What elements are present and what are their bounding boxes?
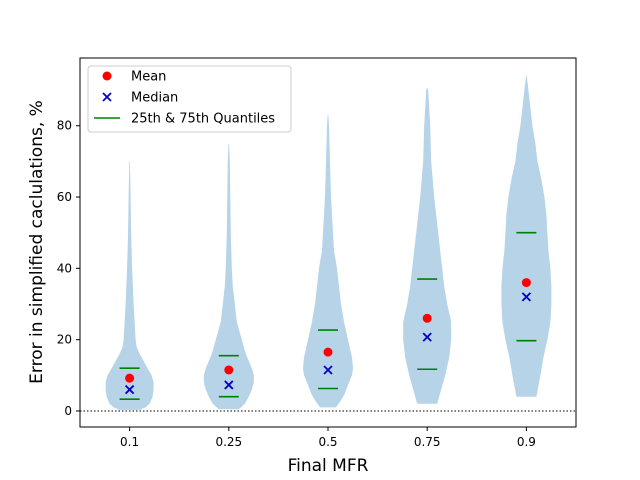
median-stroke — [422, 332, 432, 342]
legend: Mean Median 25th & 75th Quantiles — [87, 65, 292, 133]
quantiles-layer — [119, 231, 537, 400]
median-stroke — [323, 365, 333, 375]
violins-layer — [105, 75, 552, 410]
x-tick-label: 0.1 — [120, 435, 139, 449]
mean-marker-0.5 — [323, 347, 333, 357]
median-marker-0.9 — [521, 292, 532, 302]
median-marker-0.1 — [124, 384, 135, 395]
legend-mean-marker — [102, 71, 112, 81]
markers-layer — [124, 278, 532, 395]
y-tick-label: 40 — [57, 261, 72, 275]
x-axis-label: Final MFR — [288, 456, 369, 476]
median-marker-0.5 — [323, 365, 333, 375]
x-tick-label: 0.9 — [517, 435, 536, 449]
mean-marker-0.9 — [521, 278, 531, 288]
legend-median-stroke — [102, 92, 112, 102]
legend-label: 25th & 75th Quantiles — [131, 112, 275, 127]
legend-box — [87, 65, 292, 133]
median-stroke — [521, 292, 532, 302]
x-tick-label: 0.25 — [215, 435, 242, 449]
y-tick-label: 80 — [57, 119, 72, 133]
legend-label: Median — [131, 91, 178, 106]
median-stroke — [124, 384, 135, 395]
legend-median-marker — [102, 92, 112, 102]
x-tick-label: 0.5 — [318, 435, 337, 449]
violin-0.9 — [501, 75, 552, 397]
y-tick-label: 60 — [57, 190, 72, 204]
median-marker-0.25 — [224, 380, 234, 390]
median-marker-0.75 — [422, 332, 432, 342]
y-tick-label: 0 — [64, 404, 72, 418]
y-axis-label: Error in simplified caclulations, % — [27, 100, 47, 384]
y-axis-ticks: 0 20 40 60 80 — [57, 119, 80, 418]
mean-marker-0.25 — [224, 365, 234, 375]
violin-0.25 — [203, 143, 254, 410]
x-axis-ticks: 0.1 0.25 0.5 0.75 0.9 — [120, 427, 536, 449]
legend-label: Mean — [131, 70, 166, 85]
y-tick-label: 20 — [57, 333, 72, 347]
median-stroke — [224, 380, 234, 390]
violin-0.1 — [105, 161, 154, 410]
mean-marker-0.1 — [125, 373, 135, 383]
mean-marker-0.75 — [422, 313, 432, 323]
x-tick-label: 0.75 — [414, 435, 441, 449]
violin-0.5 — [303, 115, 353, 408]
violin-0.75 — [403, 88, 452, 404]
